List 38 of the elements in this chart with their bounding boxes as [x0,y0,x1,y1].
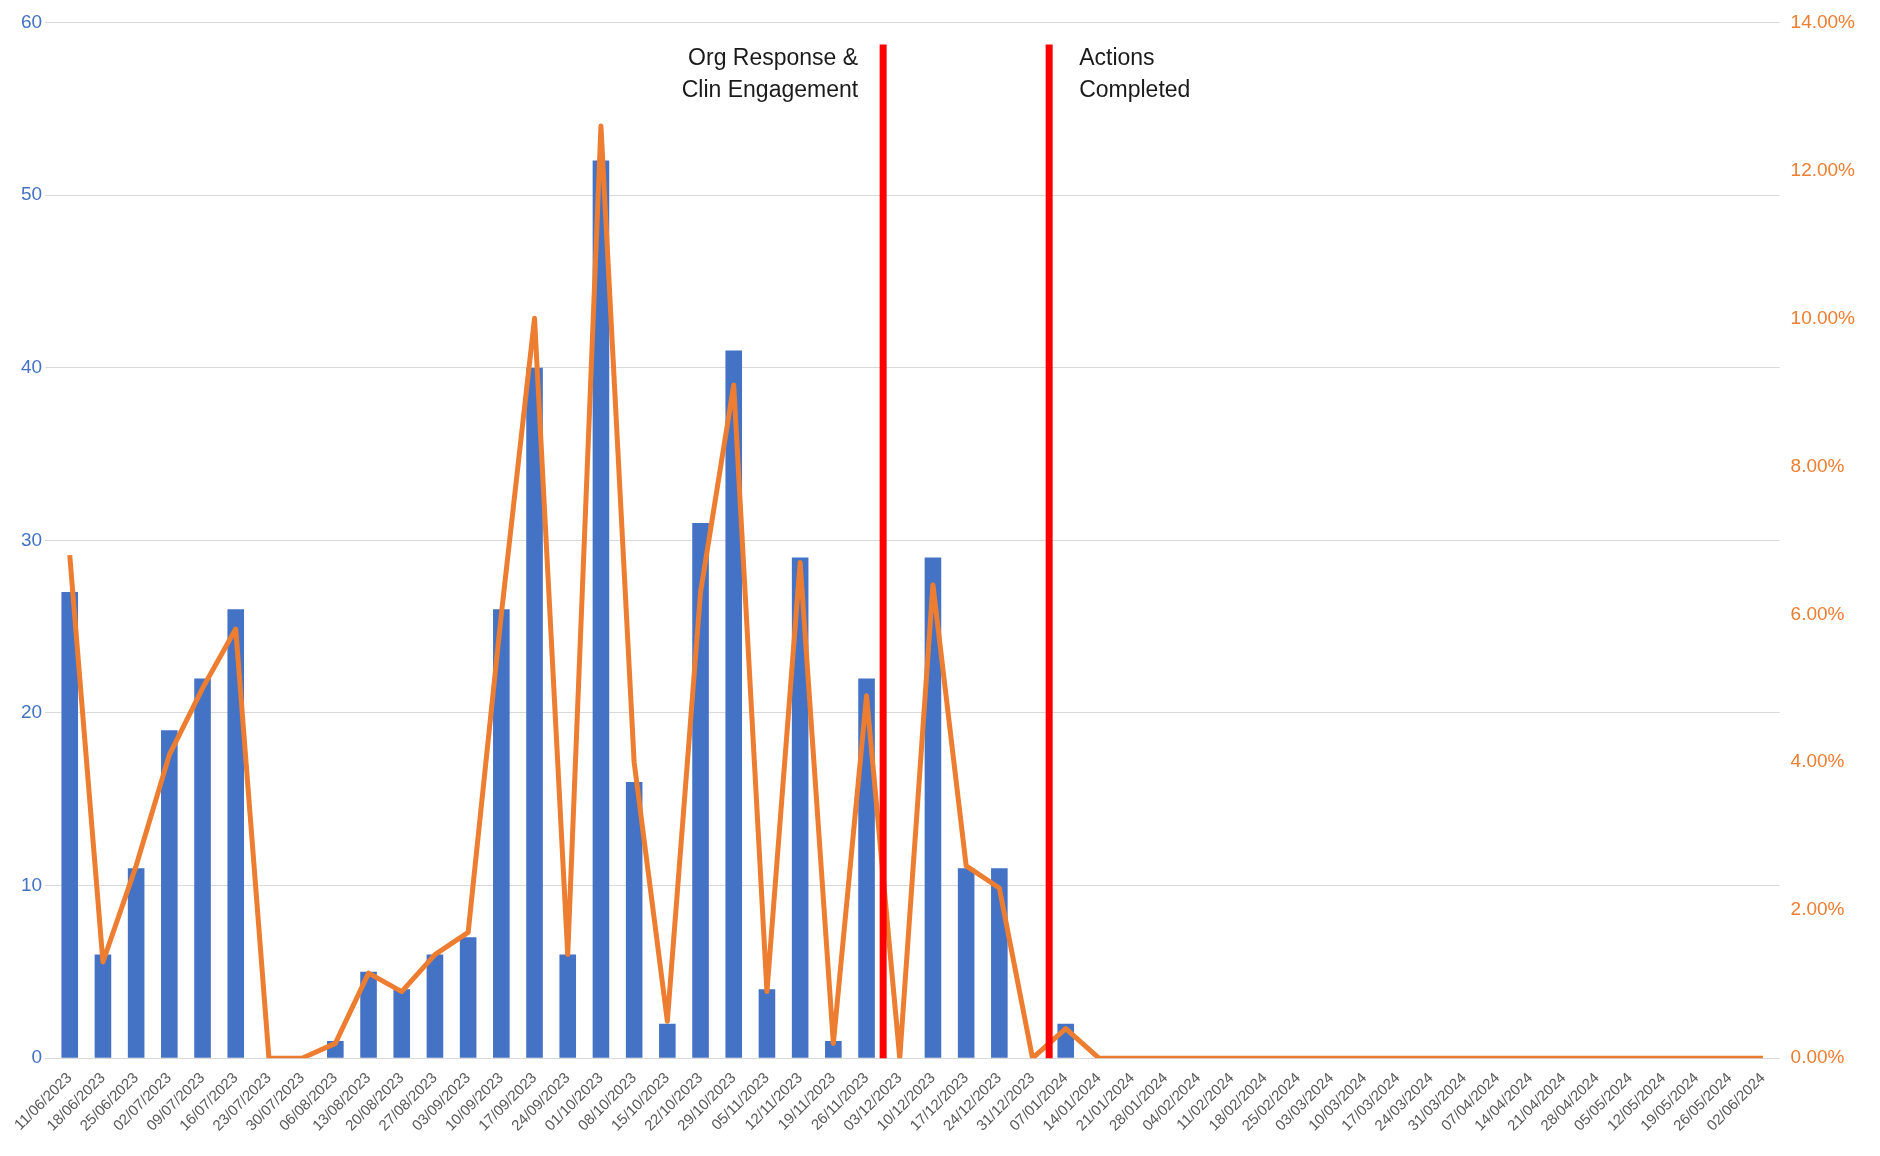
y2-tick-label: 4.00% [1790,750,1845,772]
bar [194,678,211,1058]
y2-tick-label: 0.00% [1790,1046,1845,1068]
bar [559,954,577,1058]
annotation: Org Response & Clin Engagement [681,44,859,103]
y-tick-label: 60 [20,10,43,32]
y-tick-label: 50 [20,183,43,205]
bar [493,609,510,1058]
bar [991,868,1008,1058]
bar [360,971,377,1058]
y2-tick-label: 6.00% [1790,602,1845,624]
bar [825,1040,842,1058]
y2-tick-label: 10.00% [1790,306,1856,328]
y2-tick-label: 2.00% [1790,898,1845,920]
y2-tick-label: 8.00% [1790,454,1845,476]
bar [692,523,709,1058]
y2-tick-label: 14.00% [1790,10,1856,32]
y-tick-label: 20 [20,701,43,723]
bar [625,781,643,1058]
bar [161,730,178,1058]
bar [227,609,245,1058]
bar [659,1023,676,1058]
bar [957,868,975,1058]
bar [459,937,477,1058]
y-tick-label: 40 [20,355,43,377]
annotation: Actions Completed [1079,44,1191,103]
bar [758,989,776,1058]
bar [94,954,112,1058]
bar [426,954,444,1058]
bar [725,350,743,1058]
y-tick-label: 10 [20,873,43,895]
y2-tick-label: 12.00% [1790,158,1856,180]
y-tick-label: 0 [31,1046,43,1068]
bar [393,989,411,1058]
y-tick-label: 30 [20,528,43,550]
bar [127,868,145,1058]
bar [61,592,79,1058]
bar [526,367,543,1058]
